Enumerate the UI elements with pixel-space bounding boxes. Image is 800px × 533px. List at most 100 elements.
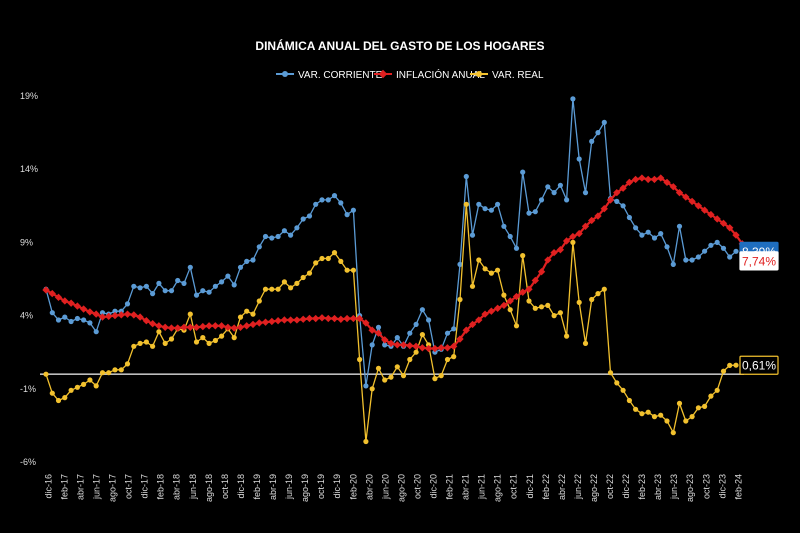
point-inflacion	[663, 178, 671, 187]
point-corriente	[532, 209, 538, 215]
point-real	[469, 283, 476, 289]
point-real	[231, 335, 237, 341]
point-corriente	[526, 210, 532, 216]
point-real	[68, 387, 74, 393]
point-inflacion	[544, 256, 552, 264]
x-tick-label: abr-20	[364, 474, 374, 500]
x-tick-label: dic-16	[43, 474, 53, 499]
point-corriente	[570, 96, 576, 102]
point-corriente	[463, 173, 469, 180]
point-corriente	[413, 321, 419, 327]
point-real	[325, 255, 331, 262]
point-corriente	[407, 330, 413, 336]
point-inflacion	[443, 344, 452, 352]
point-inflacion	[362, 319, 370, 327]
point-real	[62, 395, 68, 401]
point-real	[256, 298, 262, 304]
point-inflacion	[48, 289, 56, 298]
x-tick-label: oct-19	[316, 474, 326, 499]
point-inflacion	[148, 320, 157, 328]
point-inflacion	[199, 322, 207, 331]
point-real	[394, 364, 400, 370]
point-corriente	[49, 310, 55, 316]
y-tick-label: -1%	[20, 384, 36, 394]
legend-item-corriente: VAR. CORRIENTE	[276, 70, 383, 81]
point-real	[294, 280, 300, 286]
point-real	[112, 367, 118, 373]
point-corriente	[620, 203, 626, 209]
x-tick-label: ago-17	[108, 474, 118, 502]
point-real	[400, 373, 407, 379]
point-corriente	[244, 258, 250, 264]
x-tick-label: ago-19	[300, 474, 310, 502]
point-real	[93, 383, 99, 389]
point-real	[557, 310, 564, 316]
point-real	[645, 409, 651, 415]
point-corriente	[589, 138, 595, 144]
point-inflacion	[437, 344, 445, 352]
point-real	[344, 267, 350, 273]
point-real	[275, 286, 281, 292]
x-tick-label: dic-18	[236, 474, 246, 499]
point-corriente	[702, 248, 708, 254]
x-tick-label: jun-21	[477, 474, 487, 500]
point-real	[319, 255, 325, 262]
chart-title: DINÁMICA ANUAL DEL GASTO DE LOS HOGARES	[255, 38, 544, 53]
x-tick-label: ago-21	[493, 474, 503, 502]
point-real	[683, 418, 689, 424]
point-corriente	[538, 197, 545, 203]
point-corriente	[156, 280, 162, 286]
point-real	[331, 250, 338, 256]
point-real	[388, 374, 394, 380]
point-corriente	[74, 315, 80, 322]
point-inflacion	[644, 175, 652, 184]
point-real	[118, 367, 124, 373]
point-corriente	[676, 223, 683, 229]
point-real	[250, 311, 256, 317]
point-real	[382, 377, 388, 383]
point-inflacion	[368, 326, 376, 334]
point-real	[538, 304, 545, 310]
point-real	[206, 340, 212, 346]
point-real	[357, 356, 363, 363]
y-tick-label: 9%	[20, 237, 33, 247]
point-corriente	[55, 317, 62, 323]
point-corriente	[93, 329, 99, 335]
point-corriente	[476, 201, 482, 207]
legend-marker-corriente	[282, 71, 288, 77]
point-real	[99, 370, 106, 376]
x-tick-label: oct-22	[605, 474, 615, 499]
legend-label-corriente: VAR. CORRIENTE	[298, 70, 383, 81]
point-real	[300, 274, 306, 281]
point-real	[714, 387, 720, 393]
x-tick-label: feb-17	[59, 474, 69, 500]
point-real	[55, 397, 62, 404]
point-corriente	[269, 235, 275, 241]
point-inflacion	[243, 322, 251, 330]
x-tick-label: abr-23	[653, 474, 663, 500]
point-corriente	[457, 261, 463, 267]
point-corriente	[658, 231, 664, 237]
x-tick-label: jun-19	[284, 474, 294, 500]
point-corriente	[313, 201, 319, 207]
point-real	[482, 266, 488, 272]
point-corriente	[237, 264, 244, 270]
point-corriente	[394, 335, 400, 341]
x-tick-label: dic-19	[332, 474, 342, 499]
point-real	[476, 257, 482, 263]
point-real	[451, 354, 457, 360]
point-real	[702, 403, 708, 409]
x-tick-label: jun-20	[380, 474, 390, 500]
point-real	[576, 299, 582, 305]
x-tick-label: feb-24	[733, 474, 743, 500]
point-real	[720, 368, 727, 374]
point-real	[639, 411, 645, 417]
x-tick-label: ago-18	[204, 474, 214, 502]
point-corriente	[720, 245, 727, 251]
point-corriente	[564, 197, 570, 203]
point-inflacion	[506, 297, 514, 305]
point-corriente	[469, 232, 476, 238]
point-inflacion	[161, 323, 169, 331]
point-corriente	[363, 383, 369, 389]
